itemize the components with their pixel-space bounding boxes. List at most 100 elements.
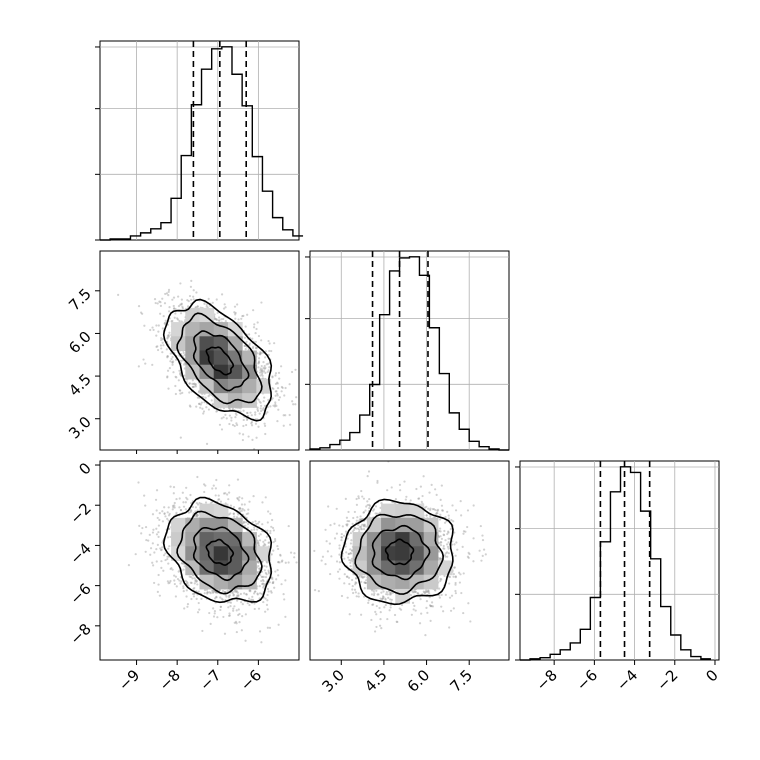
scatter-point	[226, 493, 229, 496]
scatter-point	[389, 598, 392, 601]
scatter-point	[363, 581, 366, 584]
scatter-point	[171, 568, 174, 571]
scatter-point	[460, 514, 463, 517]
scatter-point	[163, 302, 167, 305]
scatter-point	[437, 535, 441, 539]
scatter-point	[171, 319, 174, 323]
scatter-point	[189, 285, 193, 288]
density-cell	[423, 532, 439, 547]
scatter-point	[178, 497, 181, 500]
scatter-point	[245, 512, 248, 516]
scatter-point	[264, 496, 267, 499]
scatter-point	[250, 598, 253, 601]
density-cell	[366, 560, 382, 576]
scatter-point	[284, 615, 287, 618]
scatter-point	[167, 562, 170, 565]
scatter-point	[240, 509, 243, 512]
scatter-point	[379, 511, 382, 514]
scatter-point	[214, 591, 218, 594]
scatter-point	[234, 311, 237, 315]
scatter-point	[173, 316, 176, 319]
scatter-point	[221, 589, 225, 593]
scatter-point	[277, 408, 280, 411]
density-cell	[171, 322, 186, 337]
scatter-point	[381, 597, 384, 600]
scatter-point	[274, 570, 277, 573]
scatter-point	[268, 541, 271, 544]
scatter-point	[186, 605, 189, 608]
scatter-point	[462, 530, 466, 533]
scatter-point	[259, 352, 262, 355]
scatter-point	[436, 512, 439, 515]
scatter-point	[442, 533, 446, 537]
scatter-point	[142, 358, 145, 361]
scatter-point	[258, 352, 261, 356]
scatter-point	[424, 634, 427, 637]
scatter-point	[363, 595, 366, 598]
scatter-point	[268, 581, 271, 584]
scatter-point	[206, 591, 209, 594]
density-cell	[199, 322, 215, 337]
scatter-point	[421, 494, 424, 498]
scatter-point	[167, 294, 170, 297]
scatter-point	[442, 610, 445, 613]
scatter-point	[363, 581, 367, 584]
scatter-point	[254, 340, 257, 343]
scatter-point	[343, 582, 346, 585]
scatter-point	[271, 576, 274, 579]
scatter-point	[250, 424, 254, 427]
density-cell	[199, 364, 215, 380]
scatter-point	[173, 501, 176, 505]
scatter-point	[256, 408, 259, 411]
scatter-point	[203, 490, 206, 494]
scatter-point	[262, 370, 266, 373]
scatter-point	[368, 503, 371, 506]
scatter-point	[454, 583, 457, 586]
scatter-point	[173, 574, 176, 577]
scatter-point	[166, 511, 169, 514]
scatter-point	[169, 567, 172, 571]
scatter-point	[389, 592, 392, 595]
scatter-point	[379, 597, 382, 600]
scatter-point	[174, 312, 177, 315]
scatter-point	[211, 501, 214, 504]
scatter-point	[282, 414, 285, 417]
density-cell	[185, 517, 200, 533]
scatter-point	[295, 396, 298, 399]
scatter-point	[271, 455, 273, 457]
scatter-point	[167, 288, 171, 291]
scatter-point	[232, 607, 235, 610]
scatter-point	[250, 421, 254, 424]
scatter-point	[283, 394, 286, 397]
scatter-point	[193, 586, 196, 590]
scatter-point	[263, 569, 266, 572]
scatter-point	[429, 507, 432, 510]
scatter-point	[447, 547, 450, 550]
scatter-point	[262, 579, 265, 583]
scatter-point	[219, 596, 222, 599]
scatter-point	[267, 569, 270, 572]
scatter-point	[264, 350, 267, 353]
scatter-point	[252, 309, 255, 312]
scatter-point	[258, 371, 262, 374]
scatter-point	[212, 589, 215, 592]
scatter-point	[174, 575, 178, 578]
scatter-point	[367, 599, 370, 602]
scatter-point	[235, 422, 238, 425]
scatter-point	[342, 534, 346, 537]
scatter-point	[484, 553, 487, 556]
scatter-point	[217, 494, 220, 497]
scatter-point	[198, 608, 201, 611]
scatter-point	[213, 317, 216, 320]
scatter-point	[373, 592, 376, 595]
scatter-point	[466, 555, 470, 558]
scatter-point	[284, 386, 287, 390]
scatter-point	[264, 571, 267, 575]
scatter-point	[274, 403, 277, 406]
scatter-point	[384, 598, 387, 601]
scatter-point	[232, 594, 235, 597]
scatter-point	[127, 564, 131, 567]
x-tick-label: 6.0	[404, 666, 434, 696]
scatter-point	[165, 292, 169, 295]
scatter-point	[166, 355, 169, 358]
